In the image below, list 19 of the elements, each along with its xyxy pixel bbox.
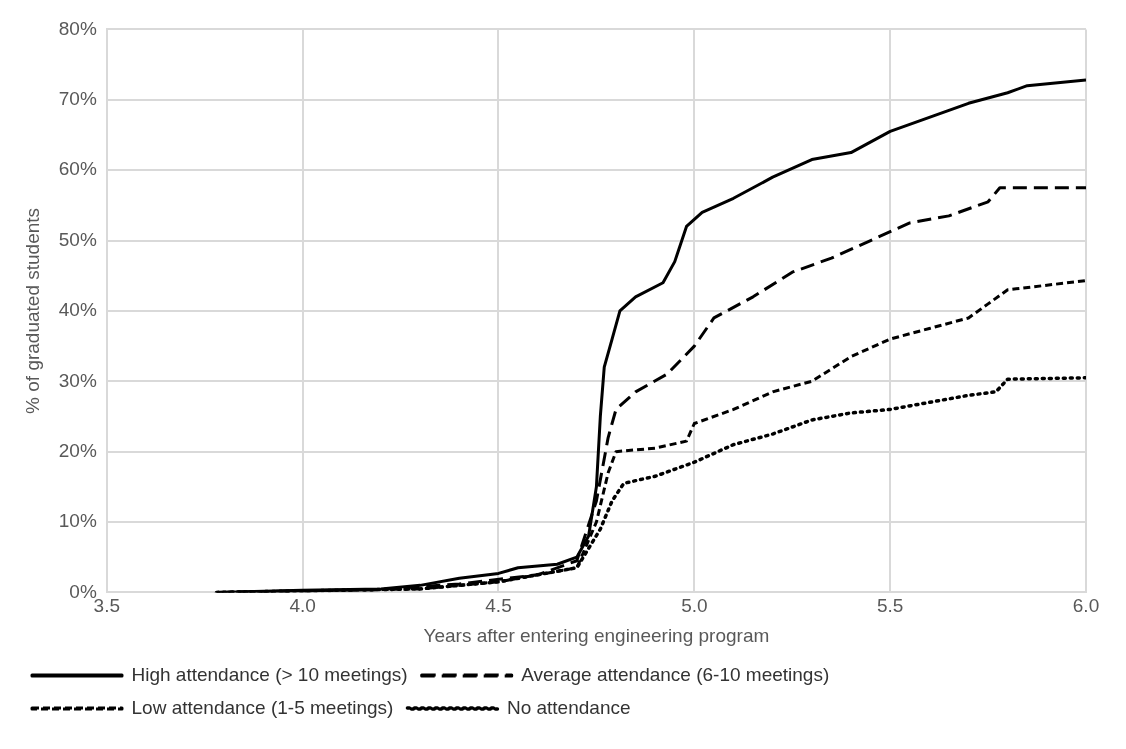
y-tick-label: 10%: [58, 510, 97, 532]
x-tick-label: 4.5: [485, 595, 512, 617]
legend-label: Average attendance (6-10 meetings): [521, 663, 830, 685]
legend-label: Low attendance (1-5 meetings): [131, 696, 394, 718]
y-tick-label: 40%: [58, 299, 97, 321]
y-tick-label: 60%: [58, 158, 97, 180]
x-tick-label: 5.5: [876, 595, 904, 617]
y-tick-label: 80%: [58, 17, 97, 39]
y-tick-label: 50%: [58, 228, 97, 250]
x-tick-label: 4.0: [289, 595, 316, 617]
x-axis-title: Years after entering engineering program: [423, 624, 770, 646]
x-tick-label: 5.0: [681, 595, 708, 617]
y-tick-label: 70%: [58, 88, 97, 110]
y-tick-label: 30%: [58, 369, 97, 391]
y-axis-title: % of graduated students: [21, 207, 43, 414]
y-tick-label: 20%: [58, 439, 97, 461]
legend-label: No attendance: [506, 696, 631, 718]
legend-label: High attendance (> 10 meetings): [131, 663, 408, 685]
x-tick-label: 6.0: [1072, 595, 1100, 617]
